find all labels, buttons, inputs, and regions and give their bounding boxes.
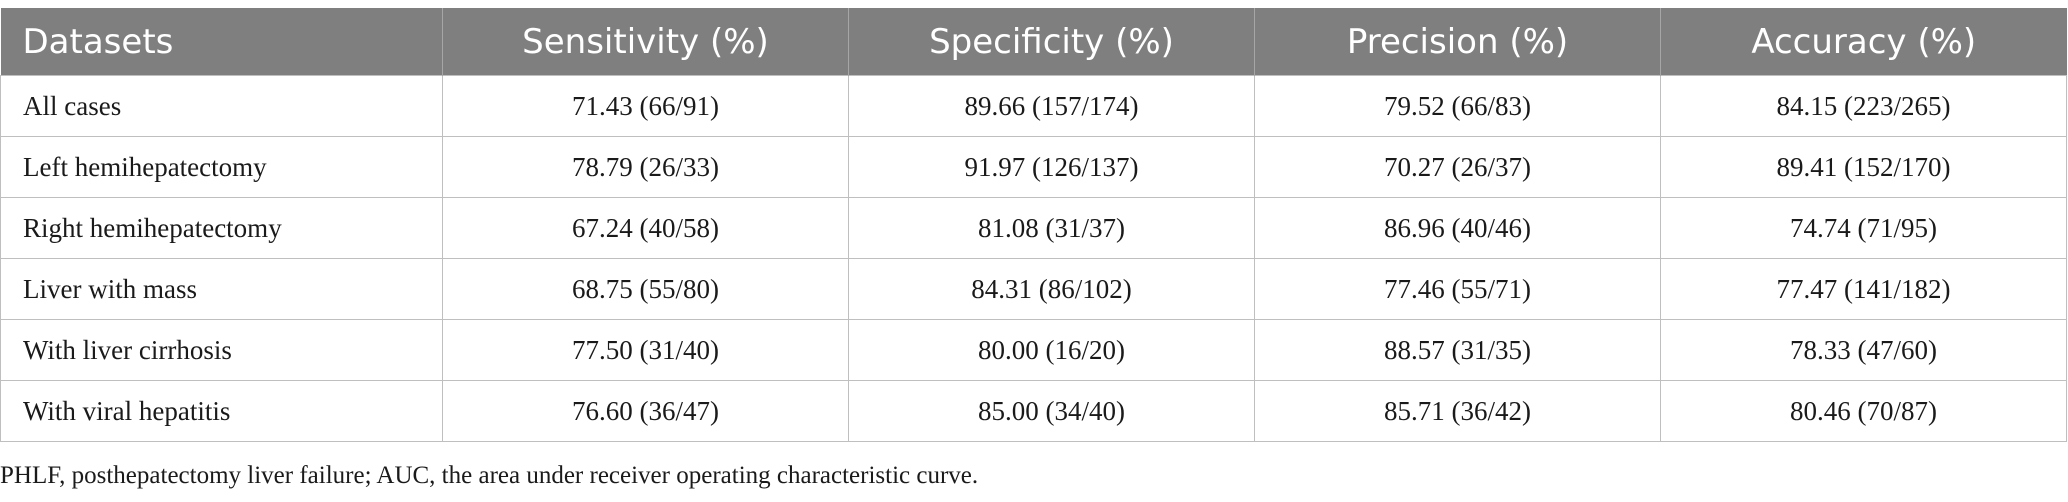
cell-dataset: With liver cirrhosis <box>0 319 443 381</box>
cell-dataset: Left hemihepatectomy <box>0 136 443 198</box>
table-body: All cases 71.43 (66/91) 89.66 (157/174) 79.… <box>0 75 2067 442</box>
header-row: Datasets Sensitivity (%) Specificity (%)… <box>0 8 2067 76</box>
cell-specificity: 84.31 (86/102) <box>848 258 1255 320</box>
cell-dataset: All cases <box>0 75 443 137</box>
table-row: Left hemihepatectomy 78.79 (26/33) 91.97 (… <box>0 136 2067 198</box>
cell-precision: 70.27 (26/37) <box>1254 136 1661 198</box>
header-datasets: Datasets <box>0 8 443 76</box>
cell-dataset: Right hemihepatectomy <box>0 197 443 259</box>
cell-accuracy: 89.41 (152/170) <box>1660 136 2067 198</box>
cell-accuracy: 80.46 (70/87) <box>1660 380 2067 442</box>
results-table: Datasets Sensitivity (%) Specificity (%)… <box>0 8 2067 442</box>
results-table-container: Datasets Sensitivity (%) Specificity (%)… <box>0 8 2067 442</box>
table-row: Right hemihepatectomy 67.24 (40/58) 81.08 … <box>0 197 2067 259</box>
cell-specificity: 85.00 (34/40) <box>848 380 1255 442</box>
cell-precision: 85.71 (36/42) <box>1254 380 1661 442</box>
cell-sensitivity: 67.24 (40/58) <box>442 197 849 259</box>
cell-specificity: 80.00 (16/20) <box>848 319 1255 381</box>
cell-sensitivity: 71.43 (66/91) <box>442 75 849 137</box>
cell-precision: 79.52 (66/83) <box>1254 75 1661 137</box>
cell-sensitivity: 78.79 (26/33) <box>442 136 849 198</box>
cell-accuracy: 78.33 (47/60) <box>1660 319 2067 381</box>
header-sensitivity: Sensitivity (%) <box>442 8 849 76</box>
header-specificity: Specificity (%) <box>848 8 1255 76</box>
header-precision: Precision (%) <box>1254 8 1661 76</box>
table-row: With viral hepatitis 76.60 (36/47) 85.00 (… <box>0 380 2067 442</box>
cell-sensitivity: 77.50 (31/40) <box>442 319 849 381</box>
cell-precision: 88.57 (31/35) <box>1254 319 1661 381</box>
cell-accuracy: 74.74 (71/95) <box>1660 197 2067 259</box>
table-footnote: PHLF, posthepatectomy liver failure; AUC… <box>0 462 979 489</box>
cell-accuracy: 84.15 (223/265) <box>1660 75 2067 137</box>
cell-dataset: With viral hepatitis <box>0 380 443 442</box>
cell-specificity: 91.97 (126/137) <box>848 136 1255 198</box>
cell-dataset: Liver with mass <box>0 258 443 320</box>
table-row: With liver cirrhosis 77.50 (31/40) 80.00 (… <box>0 319 2067 381</box>
header-accuracy: Accuracy (%) <box>1660 8 2067 76</box>
table-row: Liver with mass 68.75 (55/80) 84.31 (86/10… <box>0 258 2067 320</box>
cell-specificity: 89.66 (157/174) <box>848 75 1255 137</box>
table-header: Datasets Sensitivity (%) Specificity (%)… <box>0 8 2067 76</box>
cell-accuracy: 77.47 (141/182) <box>1660 258 2067 320</box>
cell-sensitivity: 76.60 (36/47) <box>442 380 849 442</box>
cell-precision: 77.46 (55/71) <box>1254 258 1661 320</box>
cell-specificity: 81.08 (31/37) <box>848 197 1255 259</box>
table-row: All cases 71.43 (66/91) 89.66 (157/174) 79.… <box>0 75 2067 137</box>
cell-precision: 86.96 (40/46) <box>1254 197 1661 259</box>
cell-sensitivity: 68.75 (55/80) <box>442 258 849 320</box>
